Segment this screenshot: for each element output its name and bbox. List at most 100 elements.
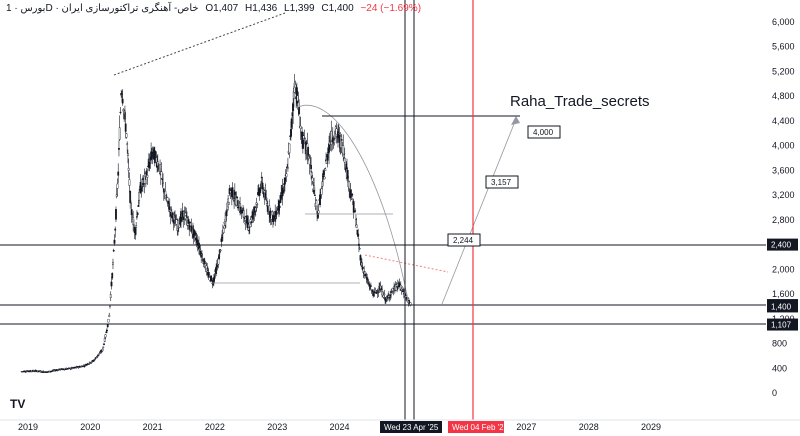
low-value: L1,399	[284, 3, 315, 14]
date-badge-label: Wed 23 Apr '25	[384, 423, 439, 432]
candle-body	[369, 285, 372, 287]
price-axis-bg	[766, 0, 800, 420]
candle-body	[41, 370, 43, 373]
candle-body	[127, 167, 130, 171]
candle-body	[213, 275, 216, 279]
projection-arc[interactable]	[295, 104, 409, 301]
candle-body	[311, 177, 314, 182]
candle-body	[108, 314, 111, 317]
candle-body	[130, 202, 132, 204]
target-box-label: 3,157	[491, 178, 512, 187]
price-tick-label: 3,600	[772, 165, 795, 175]
candle-body	[162, 188, 165, 193]
candle-body	[88, 361, 91, 363]
candle-body	[124, 123, 127, 132]
candle-body	[130, 209, 133, 216]
candle-body	[384, 299, 387, 303]
target-box-label: 2,244	[453, 236, 474, 245]
price-badge	[767, 238, 798, 251]
candle-body	[222, 228, 225, 234]
candle-body	[242, 210, 245, 218]
candle-body	[333, 140, 336, 144]
candle-body	[109, 305, 111, 307]
candle-body	[215, 267, 218, 274]
candle-body	[83, 365, 86, 368]
candle-body	[167, 200, 170, 204]
candle-body	[354, 210, 357, 212]
candle-body	[136, 212, 139, 215]
candle-body	[98, 352, 101, 355]
price-tick-label: 2,800	[772, 215, 795, 225]
price-tick-label: 5,600	[772, 42, 795, 52]
candle-body	[231, 187, 234, 198]
candle-body	[292, 103, 295, 112]
time-axis[interactable]: 2019 2020 2021 2022 2023 2024 2027 2028 2029 Wed …	[0, 419, 800, 436]
candle-body	[307, 147, 310, 156]
candle-body	[146, 175, 149, 178]
target-box-label: 4,000	[533, 128, 554, 137]
candle-body	[136, 216, 138, 218]
price-tick-label: 4,400	[772, 116, 795, 126]
price-badge-label: 1,400	[771, 302, 792, 311]
price-badge	[767, 318, 798, 331]
time-tick-label: 2022	[205, 422, 225, 432]
candle-body	[164, 190, 167, 196]
candle-body	[288, 143, 291, 153]
date-badge-label: Wed 04 Feb '26	[452, 423, 509, 432]
candle-body	[118, 148, 120, 150]
candle-body	[101, 349, 104, 352]
symbol-label[interactable]: بورس · 1D · خاص- آهنگری تراکتورسازی ایرا…	[6, 3, 199, 14]
candle-body	[203, 258, 206, 265]
candle-body	[94, 358, 96, 360]
chart-drawings[interactable]	[0, 0, 766, 420]
candle-body	[351, 193, 354, 196]
target-box	[447, 233, 481, 247]
high-value: H1,436	[244, 3, 278, 14]
candle-body	[271, 211, 274, 216]
candle-body	[247, 222, 250, 225]
candle-body	[88, 363, 90, 365]
candle-body	[104, 334, 107, 338]
time-tick-label: 2023	[267, 422, 287, 432]
candle-body	[225, 210, 228, 217]
time-tick-label: 2020	[80, 422, 100, 432]
candle-body	[313, 194, 316, 196]
candle-body	[208, 274, 211, 276]
projection-arrow-line[interactable]	[441, 118, 517, 305]
candle-body	[377, 291, 380, 293]
candle-body	[287, 167, 289, 169]
candle-body	[227, 201, 230, 205]
candle-body	[106, 324, 109, 328]
target-box	[527, 125, 561, 139]
candle-body	[260, 186, 262, 188]
price-tick-label: 0	[772, 388, 777, 398]
candle-body	[244, 223, 247, 225]
date-badge	[448, 421, 504, 433]
candle-body	[114, 228, 117, 231]
candle-body	[160, 171, 163, 179]
candle-body	[189, 221, 191, 224]
price-badge	[767, 300, 798, 313]
price-axis[interactable]: 6,000 5,600 5,200 4,800 4,400 4,000 3,600 3,200…	[766, 0, 800, 420]
candle-body	[284, 178, 286, 185]
candle-body	[119, 111, 122, 114]
target-box	[485, 175, 519, 189]
candle-body	[168, 206, 171, 210]
candle-body	[358, 248, 361, 250]
candle-body	[201, 259, 204, 261]
candle-body	[218, 254, 221, 260]
resistance-trendline[interactable]	[113, 12, 286, 76]
candle-body	[107, 318, 110, 323]
candle-body	[138, 192, 141, 202]
candle-body	[323, 176, 326, 180]
candle-body	[310, 165, 312, 170]
candle-body	[392, 290, 395, 292]
candle-body	[320, 188, 323, 195]
candle-body	[111, 272, 114, 279]
candle-body	[236, 196, 238, 199]
price-tick-label: 2,000	[772, 264, 795, 274]
downtrend-line[interactable]	[364, 254, 449, 273]
candle-body	[170, 209, 173, 211]
candle-body	[319, 194, 321, 206]
